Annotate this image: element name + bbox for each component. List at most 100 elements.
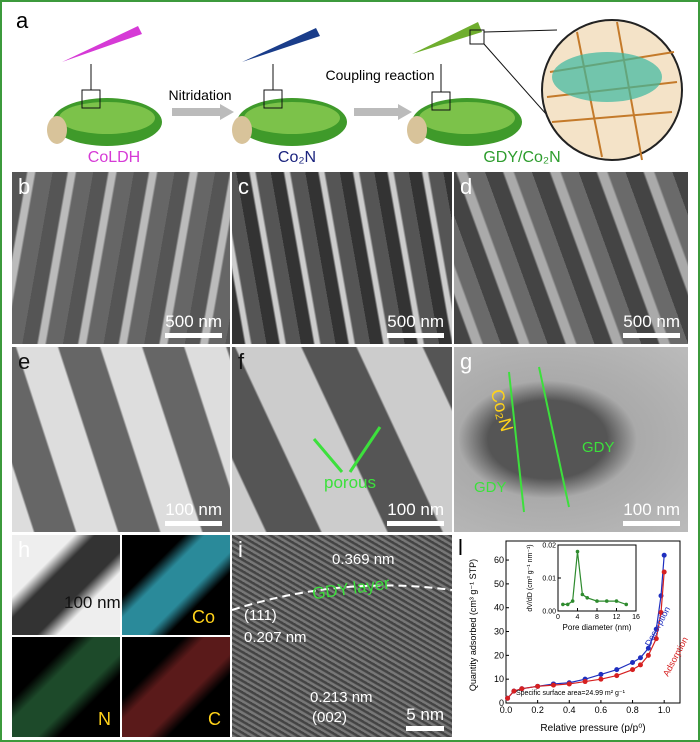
data-point: [585, 596, 590, 600]
plot-frame: [505, 540, 681, 704]
scale-text: 5 nm: [406, 705, 444, 724]
scale-text: 100 nm: [387, 500, 444, 519]
data-point: [595, 599, 599, 603]
data-point: [658, 609, 664, 615]
x-tick-label: 0: [556, 614, 560, 621]
zoom-circle: [541, 19, 683, 161]
arrow-label: Nitridation: [168, 87, 231, 103]
x-tick-label: 12: [613, 614, 621, 621]
sem-image: d 500 nm: [454, 172, 688, 344]
data-point: [561, 602, 565, 607]
annotation: GDY: [474, 479, 507, 496]
arrows: [312, 426, 382, 473]
scale-text: 500 nm: [387, 312, 444, 331]
map-image: [12, 637, 120, 737]
x-tick-label: 16: [632, 614, 640, 621]
y-axis-label: dV/dD (cm³ g⁻¹ nm⁻¹): [527, 544, 534, 611]
arrow-label: Coupling reaction: [326, 67, 435, 83]
step-label: Co₂N: [278, 149, 316, 166]
annotation: 0.213 nm: [310, 689, 373, 706]
data-point: [575, 549, 580, 554]
panel-label: i: [238, 537, 243, 562]
isotherm-chart: l 0.0 0.2 0.4 0.6 0.8 1.00102030405060Relativ…: [454, 535, 688, 737]
sem-image: c 500 nm: [232, 172, 452, 344]
x-tick-label: 0.2: [531, 705, 544, 715]
data-point: [614, 673, 620, 679]
data-point: [637, 655, 643, 661]
scale-text: 500 nm: [165, 312, 222, 331]
data-point: [511, 688, 517, 694]
scale-bar: 100 nm: [387, 500, 444, 526]
map-image: [12, 535, 120, 635]
panel-label: c: [238, 174, 249, 199]
x-tick-label: 0.0: [500, 705, 513, 715]
x-axis-label: Relative pressure (p/p⁰): [540, 723, 645, 734]
annotation: Specific surface area=24.99 m² g⁻¹: [516, 690, 626, 697]
data-point: [645, 652, 651, 658]
x-tick-label: 0.6: [595, 705, 608, 715]
y-tick-label: 0.00: [542, 608, 556, 615]
panel-label: d: [460, 174, 473, 199]
panel-label: a: [16, 8, 29, 33]
y-tick-label: 0.02: [542, 542, 556, 549]
scale-bar: 100 nm: [165, 500, 222, 526]
legend-label: Desorption: [643, 605, 672, 648]
element-label: Co: [192, 607, 216, 627]
data-point: [637, 662, 643, 668]
y-tick-label: 10: [494, 674, 504, 684]
data-point: [535, 683, 541, 689]
scale-text: 500 nm: [623, 312, 680, 331]
annotation: (002): [312, 709, 348, 726]
data-point: [624, 602, 629, 607]
y-tick-label: 50: [494, 579, 504, 589]
y-axis-label: Quantity adsorbed (cm³ g⁻¹ STP): [468, 559, 478, 691]
data-point: [570, 599, 575, 603]
data-point: [661, 552, 667, 558]
data-point: [505, 695, 511, 701]
data-point: [661, 569, 667, 575]
y-tick-label: 0: [499, 698, 504, 708]
data-point: [580, 592, 585, 597]
bundle-1: [47, 26, 162, 146]
data-point: [604, 599, 609, 603]
data-point: [582, 679, 588, 685]
annotation: porous: [324, 473, 376, 492]
scale-bar: 100 nm: [623, 500, 680, 526]
data-point: [614, 667, 620, 673]
data-point: [598, 676, 604, 682]
eds-maps: h 100 nm Co N C: [12, 535, 230, 737]
tem-image: f porous 100 nm: [232, 347, 452, 532]
x-tick-label: 8: [595, 614, 599, 621]
data-point: [645, 645, 651, 651]
y-tick-label: 20: [494, 650, 504, 660]
tem-image: g Co₂N GDY GDY 100 nm: [454, 347, 688, 532]
element-label: N: [98, 709, 111, 729]
x-tick-label: 4: [576, 614, 580, 621]
map-image: [122, 535, 230, 635]
element-label: C: [208, 709, 221, 729]
scale-text: 100 nm: [623, 500, 680, 519]
annotation: (111): [244, 607, 277, 624]
hrtem-image: i 0.369 nm GDY layer (111) 0.207 nm 0.21…: [232, 535, 452, 737]
data-point: [565, 602, 570, 607]
panel-label: b: [18, 174, 31, 199]
tem-image: e 100 nm: [12, 347, 230, 532]
x-tick-label: 0.4: [563, 705, 576, 715]
panel-label: f: [238, 349, 245, 374]
data-point: [630, 667, 636, 673]
x-tick-label: 1.0: [658, 705, 671, 715]
guides: [508, 366, 570, 513]
arrow-head: [220, 104, 234, 120]
y-tick-label: 60: [494, 555, 504, 565]
scale-text: 100 nm: [165, 500, 222, 519]
data-point: [653, 636, 659, 642]
panel-label: e: [18, 349, 31, 374]
annotation: GDY: [582, 439, 615, 456]
panel-label: h: [18, 537, 31, 562]
series-line: [562, 551, 627, 605]
sem-image: b 500 nm: [12, 172, 230, 344]
y-tick-label: 0.01: [542, 575, 556, 582]
bundle-3: [407, 22, 563, 146]
data-point: [630, 660, 636, 665]
